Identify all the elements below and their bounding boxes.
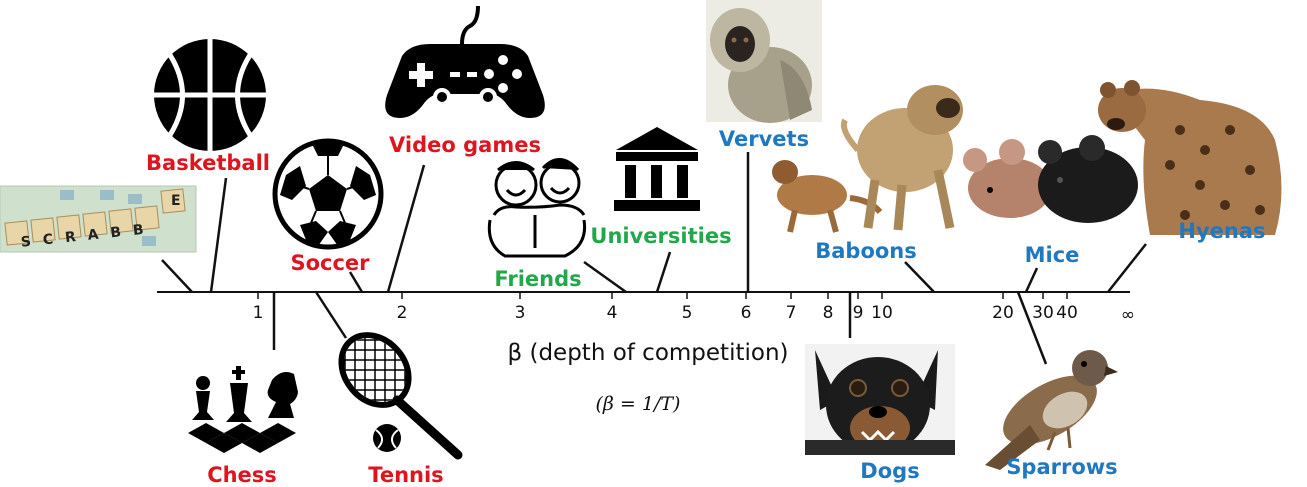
- axis-tick-label: 8: [823, 303, 834, 323]
- label-sparrows: Sparrows: [1006, 455, 1117, 479]
- label-vervets: Vervets: [719, 127, 809, 151]
- baboons-photo: [772, 85, 963, 233]
- connector-lines: [161, 152, 1147, 365]
- axis-tick-label: 2: [397, 303, 408, 323]
- hyena-photo: [1098, 80, 1282, 235]
- axis-tick-label: 5: [682, 303, 693, 323]
- axis-ticks: 1 2 3 4 5 6 7 8 9 10 20 30 40 ∞: [253, 292, 1135, 325]
- label-video-games: Video games: [389, 133, 541, 157]
- game-controller-icon: [385, 5, 545, 118]
- label-chess: Chess: [207, 463, 277, 487]
- axis-tick-label: 20: [992, 303, 1014, 323]
- basketball-icon: [154, 39, 266, 151]
- tennis-racket-icon: [331, 325, 463, 460]
- axis-tick-label: ∞: [1121, 305, 1135, 325]
- chess-pieces-icon: [188, 366, 298, 453]
- label-baboons: Baboons: [815, 239, 917, 263]
- axis-tick-label: 30: [1032, 303, 1054, 323]
- soccer-ball-icon: [272, 138, 384, 250]
- vervet-monkey-photo: [706, 0, 822, 123]
- mice-photo: [963, 135, 1138, 223]
- axis-tick-label: 3: [515, 303, 526, 323]
- axis-tick-label: 9: [853, 303, 864, 323]
- axis-tick-label: 10: [871, 303, 893, 323]
- dog-photo: [805, 344, 955, 455]
- axis-tick-label: 40: [1056, 303, 1078, 323]
- axis-tick-label: 4: [607, 303, 618, 323]
- axis-tick-label: 1: [253, 303, 264, 323]
- axis-tick-label: 6: [741, 303, 752, 323]
- axis-formula: (β = 1/T): [596, 393, 681, 415]
- axis-tick-label: 7: [786, 303, 797, 323]
- svg-text:E: E: [171, 193, 181, 209]
- university-building-icon: [614, 127, 700, 211]
- label-tennis: Tennis: [368, 463, 443, 487]
- label-hyenas: Hyenas: [1178, 219, 1265, 243]
- label-friends: Friends: [494, 267, 581, 291]
- sparrow-photo: [985, 350, 1118, 470]
- friends-icon: [487, 158, 587, 258]
- label-mice: Mice: [1025, 243, 1080, 267]
- label-dogs: Dogs: [860, 459, 919, 483]
- label-soccer: Soccer: [290, 251, 370, 275]
- label-basketball: Basketball: [146, 151, 270, 175]
- axis-title: β (depth of competition): [507, 340, 788, 366]
- scrabble-tiles-photo: SCRABB E: [0, 185, 197, 253]
- label-universities: Universities: [590, 224, 731, 248]
